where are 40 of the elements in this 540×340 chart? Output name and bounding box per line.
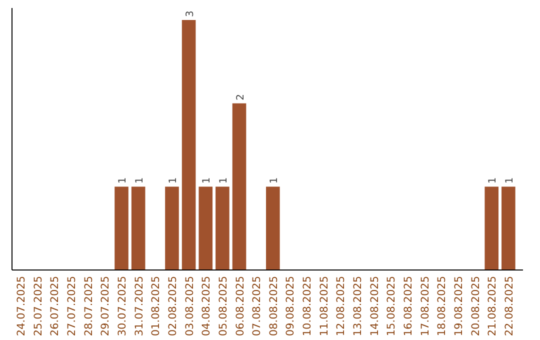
x-tick-label: 15.08.2025 [386, 276, 398, 336]
x-tick-label: 03.08.2025 [184, 276, 196, 336]
x-tick-label: 30.07.2025 [116, 276, 129, 336]
data-label: 1 [268, 177, 280, 184]
x-tick-label: 19.08.2025 [452, 276, 465, 336]
x-tick-label: 07.08.2025 [251, 276, 264, 336]
x-tick-label: 05.08.2025 [217, 276, 230, 336]
x-tick-label: 02.08.2025 [166, 276, 179, 336]
data-label: 1 [504, 177, 516, 184]
x-tick-label: 18.08.2025 [436, 276, 448, 336]
x-tick-label: 12.08.2025 [335, 276, 348, 336]
data-label: 1 [218, 177, 230, 184]
data-label: 1 [202, 177, 213, 184]
x-tick-label: 22.08.2025 [503, 276, 516, 336]
data-label: 1 [488, 177, 499, 184]
data-label: 1 [168, 177, 179, 184]
x-tick-label: 24.07.2025 [16, 276, 28, 336]
data-label: 2 [235, 94, 246, 100]
x-tick-label: 28.07.2025 [82, 276, 95, 336]
x-tick-label: 13.08.2025 [352, 276, 364, 336]
x-tick-label: 14.08.2025 [368, 276, 381, 336]
x-tick-label: 11.08.2025 [318, 276, 330, 336]
x-tick-label: 06.08.2025 [234, 276, 246, 336]
x-tick-label: 16.08.2025 [402, 276, 414, 336]
x-tick-label: 17.08.2025 [419, 276, 432, 336]
x-tick-label: 21.08.2025 [486, 276, 499, 336]
x-tick-label: 31.07.2025 [133, 276, 146, 336]
x-tick-label: 27.07.2025 [66, 276, 78, 336]
x-tick-label: 26.07.2025 [49, 276, 62, 336]
data-label: 3 [184, 10, 196, 17]
data-label: 1 [118, 177, 129, 184]
x-tick-label: 25.07.2025 [32, 276, 44, 336]
x-tick-label: 01.08.2025 [150, 276, 162, 336]
x-tick-label: 10.08.2025 [302, 276, 314, 336]
x-tick-label: 04.08.2025 [200, 276, 213, 336]
x-tick-label: 09.08.2025 [284, 276, 297, 336]
x-tick-label: 29.07.2025 [100, 276, 112, 336]
data-label: 1 [134, 177, 146, 184]
x-tick-label: 20.08.2025 [470, 276, 482, 336]
x-tick-label: 08.08.2025 [268, 276, 280, 336]
